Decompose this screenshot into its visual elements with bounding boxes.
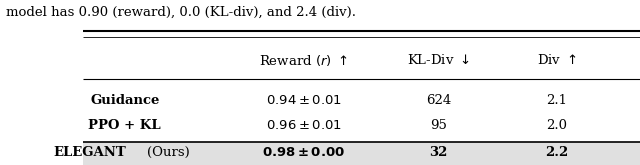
Text: 2.2: 2.2 bbox=[545, 146, 568, 159]
Text: $0.96 \pm 0.01$: $0.96 \pm 0.01$ bbox=[266, 119, 342, 132]
Text: model has 0.90 (reward), 0.0 (KL-div), and 2.4 (div).: model has 0.90 (reward), 0.0 (KL-div), a… bbox=[6, 6, 356, 19]
Text: 2.0: 2.0 bbox=[547, 119, 567, 132]
Text: Reward $(r)$ $\uparrow$: Reward $(r)$ $\uparrow$ bbox=[259, 53, 349, 68]
Text: 624: 624 bbox=[426, 94, 451, 107]
Text: $0.94 \pm 0.01$: $0.94 \pm 0.01$ bbox=[266, 94, 342, 107]
Text: PPO + KL: PPO + KL bbox=[88, 119, 161, 132]
Text: 32: 32 bbox=[429, 146, 447, 159]
Text: ELEGANT: ELEGANT bbox=[53, 146, 126, 159]
Text: 95: 95 bbox=[430, 119, 447, 132]
Text: Guidance: Guidance bbox=[90, 94, 159, 107]
Text: (Ours): (Ours) bbox=[147, 146, 189, 159]
Text: KL-Div $\downarrow$: KL-Div $\downarrow$ bbox=[407, 53, 470, 67]
Text: $\mathbf{0.98 \pm 0.00}$: $\mathbf{0.98 \pm 0.00}$ bbox=[262, 146, 346, 159]
Bar bbox=[83, 142, 640, 165]
Text: Div $\uparrow$: Div $\uparrow$ bbox=[537, 53, 577, 67]
Text: 2.1: 2.1 bbox=[547, 94, 567, 107]
